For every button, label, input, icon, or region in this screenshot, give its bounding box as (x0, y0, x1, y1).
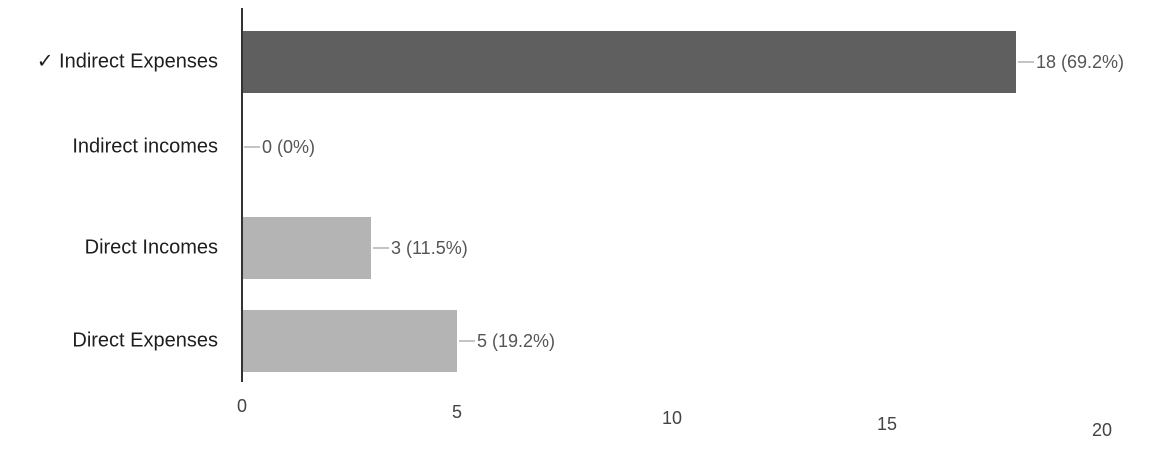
data-label-indirect-incomes: 0 (0%) (262, 137, 315, 157)
axis-layer: 0 5 10 15 20 (237, 8, 1112, 440)
bars-layer (242, 31, 1016, 372)
data-label-direct-incomes: 3 (11.5%) (391, 238, 468, 258)
category-label-indirect-incomes: Indirect incomes (72, 135, 218, 157)
data-label-indirect-expenses: 18 (69.2%) (1036, 52, 1124, 72)
category-label-direct-incomes: Direct Incomes (85, 236, 218, 258)
labels-layer: ✓ Indirect Expenses 18 (69.2%) Indirect in… (37, 50, 1124, 351)
bar-indirect-expenses[interactable] (242, 31, 1016, 93)
x-tick-label: 15 (877, 414, 897, 434)
x-tick-label: 10 (662, 408, 682, 428)
x-tick-label: 20 (1092, 420, 1112, 440)
data-label-direct-expenses: 5 (19.2%) (477, 331, 555, 351)
category-label-direct-expenses: Direct Expenses (72, 329, 218, 351)
x-tick-label: 5 (452, 402, 462, 422)
x-tick-label: 0 (237, 396, 247, 416)
category-label-indirect-expenses: ✓ Indirect Expenses (37, 50, 218, 72)
bar-direct-expenses[interactable] (242, 310, 457, 372)
bar-direct-incomes[interactable] (242, 217, 371, 279)
